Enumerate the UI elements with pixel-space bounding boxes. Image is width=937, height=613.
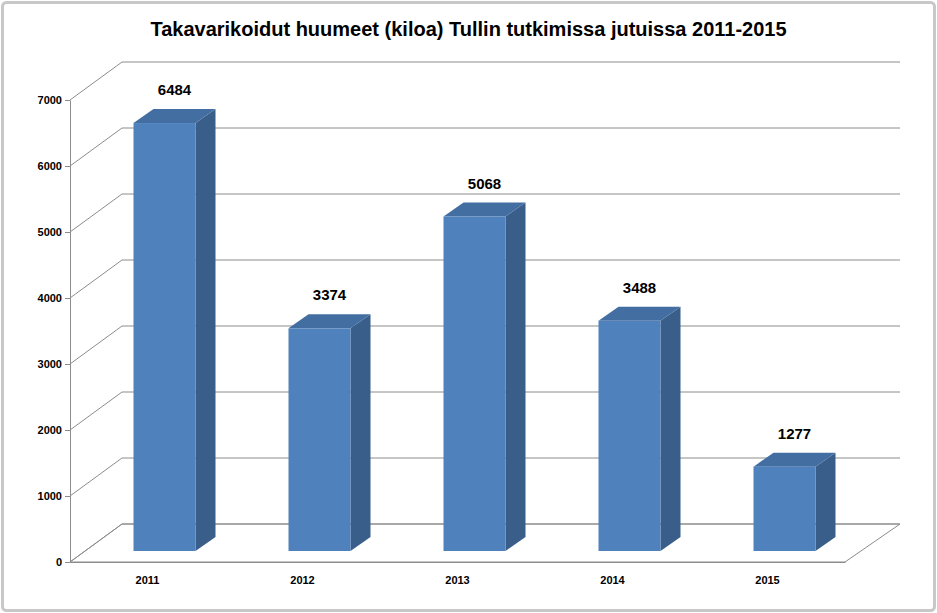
tick-label: 5000 <box>38 226 62 238</box>
bar-side <box>661 307 681 551</box>
tick-label: 4000 <box>38 292 62 304</box>
bar-top <box>599 307 681 321</box>
tick-mark <box>65 562 70 563</box>
bar-group <box>134 109 216 551</box>
tick-label: 7000 <box>38 94 62 106</box>
tick: 3000 <box>38 358 70 370</box>
bar <box>289 328 351 551</box>
tick: 2012 <box>290 574 314 586</box>
tick-mark <box>65 364 70 365</box>
bar-side <box>196 109 216 551</box>
tick-label: 2013 <box>445 574 469 586</box>
axis-line <box>70 101 71 563</box>
tick: 7000 <box>38 94 70 106</box>
y-axis: 0 1000 2000 3000 4000 5000 6000 7000 <box>38 94 71 568</box>
chart-frame <box>3 3 935 611</box>
tick-label: 2014 <box>600 574 625 586</box>
title: Takavarikoidut huumeet (kiloa) Tullin tu… <box>150 18 786 40</box>
tick-label: 3000 <box>38 358 62 370</box>
data-label: 3374 <box>313 286 347 303</box>
x-axis: 2011 2012 2013 2014 2015 <box>71 563 846 586</box>
tick: 2000 <box>38 424 70 436</box>
grid <box>70 62 900 562</box>
tick: 2014 <box>600 574 625 586</box>
bar <box>444 217 506 551</box>
tick: 2015 <box>755 574 779 586</box>
data-label: 3488 <box>623 279 656 296</box>
bar-side <box>506 203 526 551</box>
bar-side <box>351 314 371 551</box>
data-label: 6484 <box>158 81 192 98</box>
tick: 4000 <box>38 292 70 304</box>
tick-label: 2011 <box>136 574 160 586</box>
bar-side <box>816 453 836 551</box>
chart: Takavarikoidut huumeet (kiloa) Tullin tu… <box>0 0 937 613</box>
data-label: 1277 <box>778 425 811 442</box>
tick-label: 2015 <box>755 574 779 586</box>
tick: 0 <box>56 556 70 568</box>
tick-mark <box>65 100 70 101</box>
tick: 1000 <box>38 490 70 502</box>
bar-group <box>444 203 526 551</box>
bar-group <box>754 453 836 551</box>
tick: 2013 <box>445 574 469 586</box>
tick-mark <box>65 430 70 431</box>
tick-mark <box>65 496 70 497</box>
bar-top <box>289 314 371 328</box>
bar <box>134 123 196 551</box>
data-label: 5068 <box>468 175 501 192</box>
bar-top <box>134 109 216 123</box>
bars <box>134 109 836 551</box>
tick-label: 1000 <box>38 490 62 502</box>
bar <box>599 321 661 551</box>
tick-mark <box>65 232 70 233</box>
tick: 5000 <box>38 226 70 238</box>
bar-top <box>444 203 526 217</box>
grid-line <box>70 62 900 100</box>
bar-group <box>289 314 371 551</box>
tick-label: 0 <box>56 556 62 568</box>
tick: 6000 <box>38 160 70 172</box>
bar-top <box>754 453 836 467</box>
tick-mark <box>65 298 70 299</box>
tick-label: 2000 <box>38 424 62 436</box>
tick-label: 2012 <box>290 574 314 586</box>
tick: 2011 <box>136 574 160 586</box>
axis-line <box>71 562 846 563</box>
data-labels: 6484 3374 5068 3488 1277 <box>158 81 811 442</box>
bar <box>754 467 816 551</box>
bar-group <box>599 307 681 551</box>
tick-mark <box>65 166 70 167</box>
tick-label: 6000 <box>38 160 62 172</box>
